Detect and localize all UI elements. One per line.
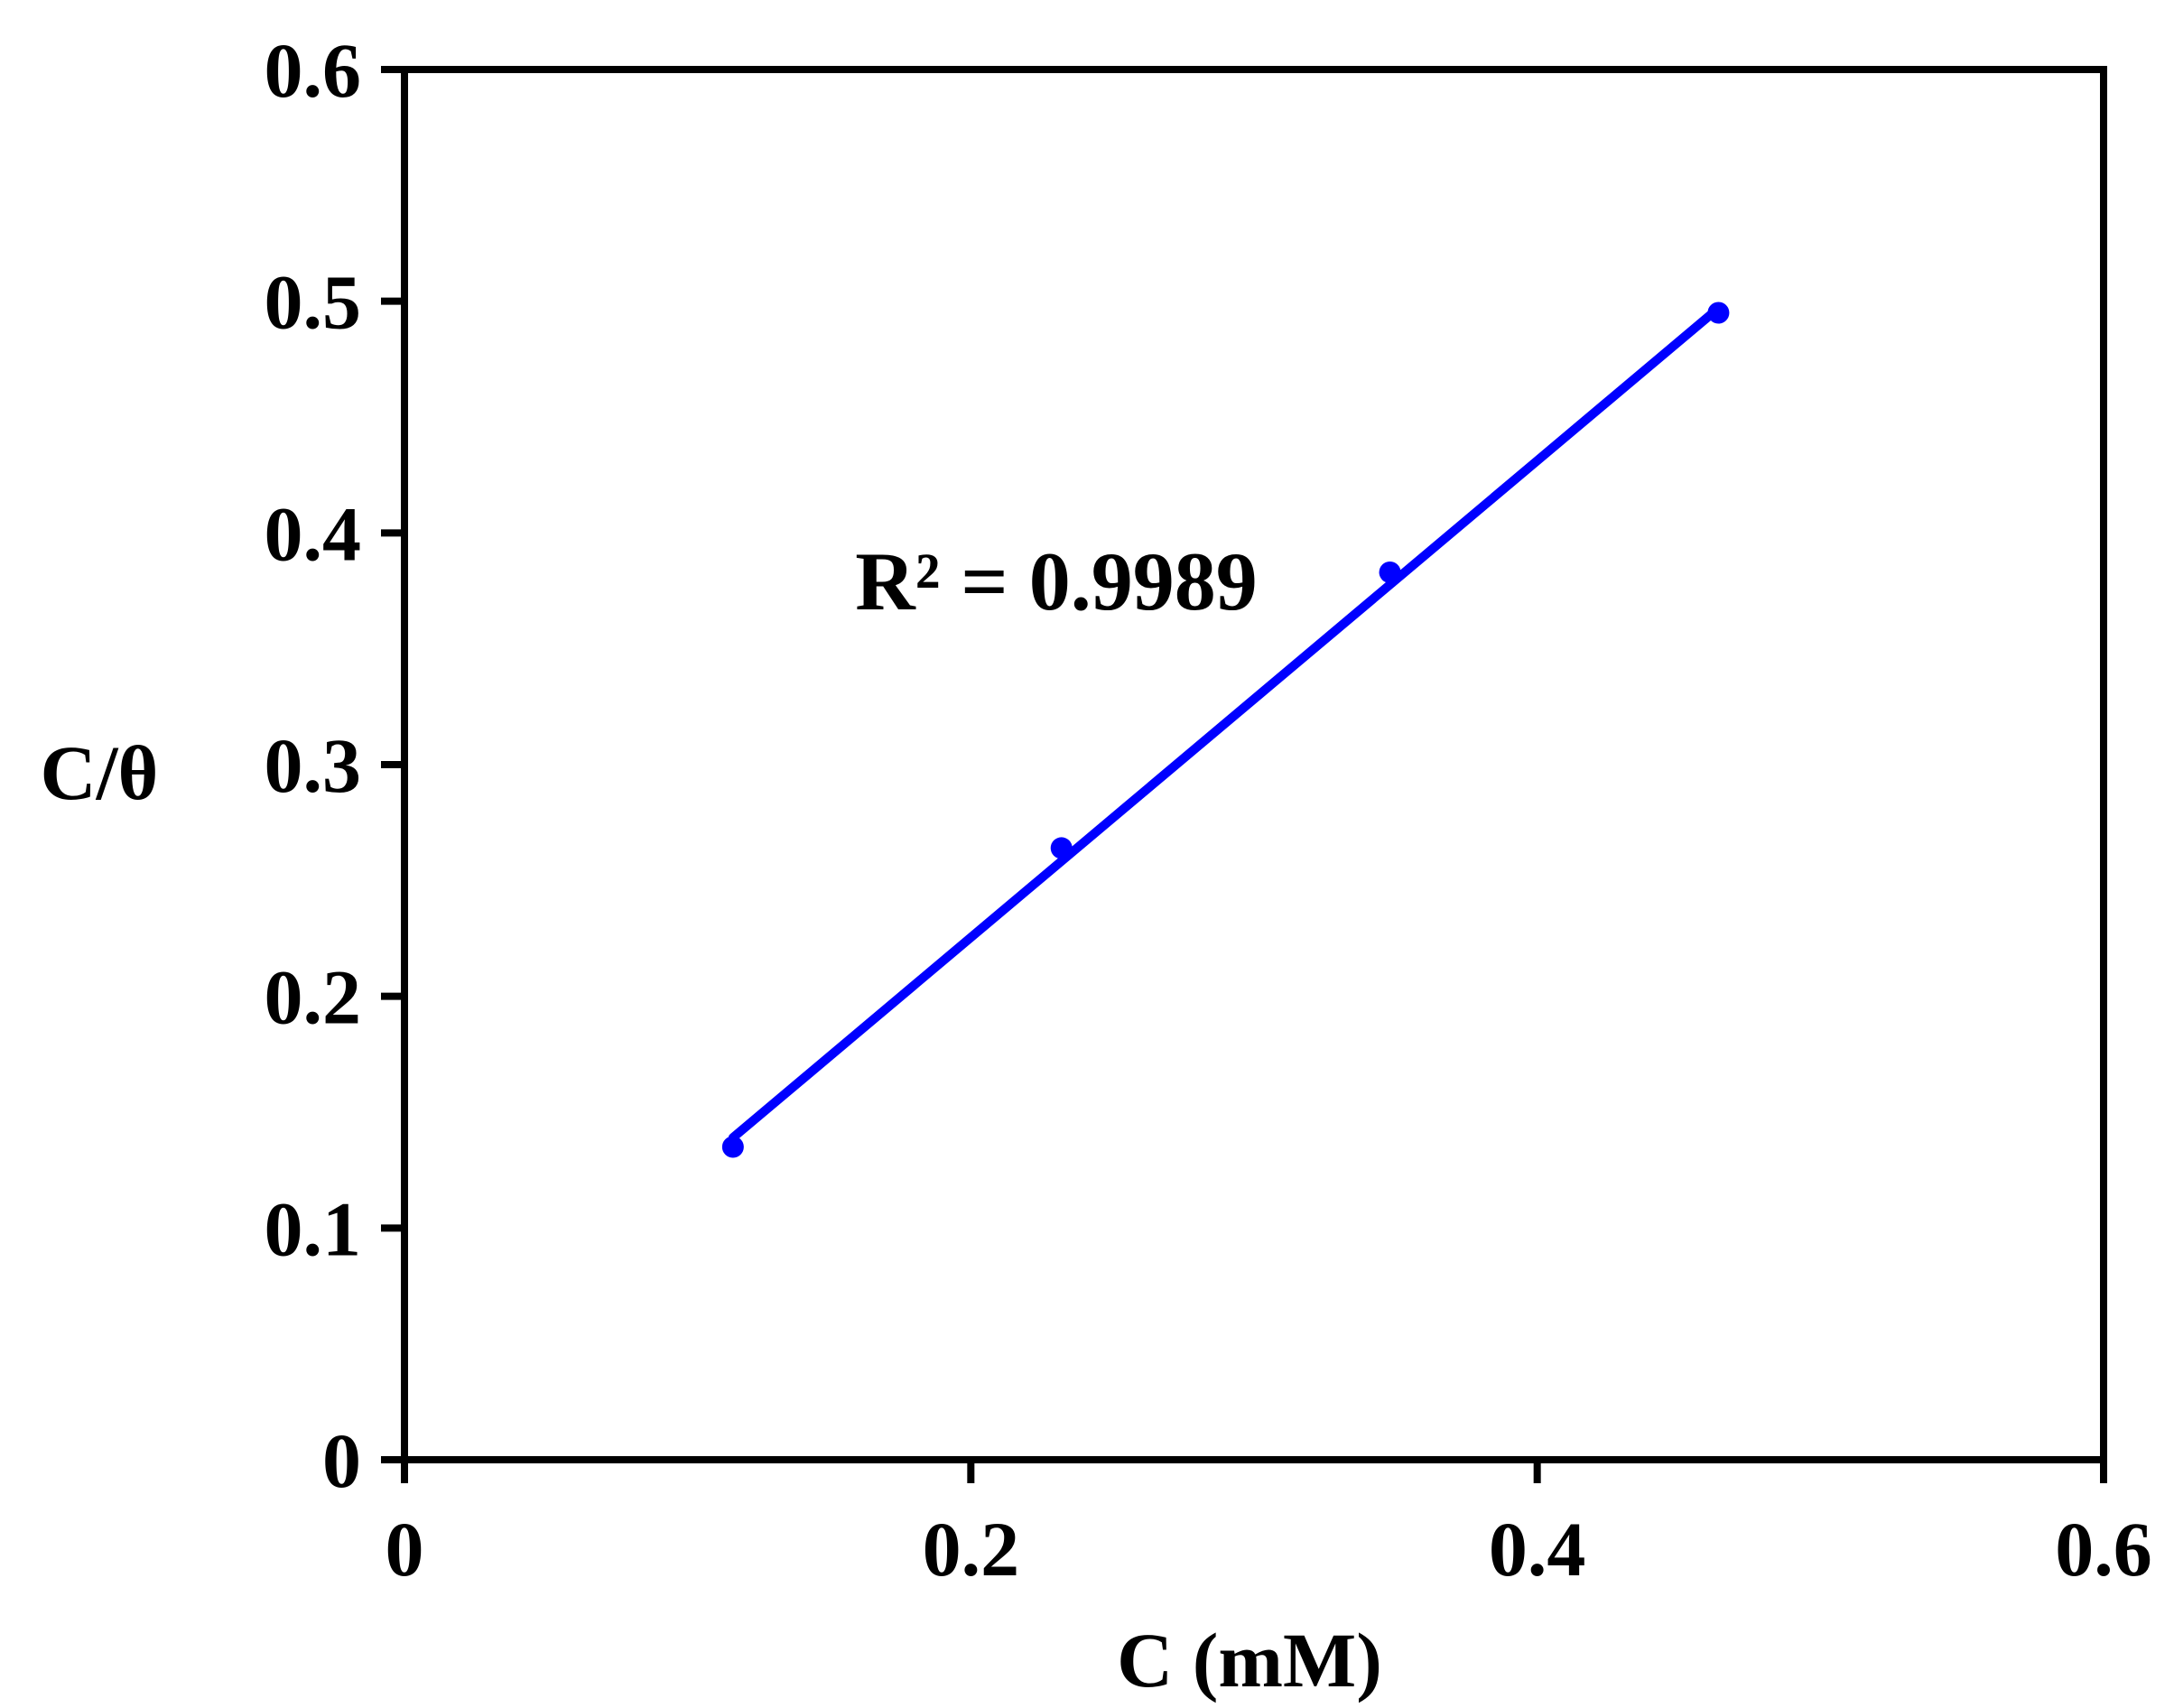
- x-tick-label: 0.2: [923, 1506, 1020, 1592]
- x-tick-label: 0.6: [2055, 1506, 2152, 1592]
- data-point: [1707, 302, 1730, 324]
- y-axis-title: C/θ: [41, 729, 159, 816]
- y-tick-label: 0.4: [265, 490, 362, 577]
- y-axis-ticks: 0 0.1 0.2 0.3 0.4 0.5 0.6: [265, 27, 404, 1504]
- r-squared-annotation: R² = 0.9989: [855, 535, 1257, 627]
- y-tick-label: 0.1: [265, 1185, 362, 1272]
- x-axis-title: C (mM): [1117, 1617, 1382, 1703]
- data-point: [721, 1136, 744, 1158]
- y-tick-label: 0.3: [265, 722, 362, 809]
- data-points-layer: [721, 302, 1730, 1158]
- y-tick-label: 0: [322, 1417, 361, 1504]
- y-tick-label: 0.6: [265, 27, 362, 114]
- data-point: [1379, 561, 1401, 583]
- data-point: [1050, 837, 1073, 859]
- x-axis-ticks: 0 0.2 0.4 0.6: [386, 1460, 2152, 1592]
- y-tick-label: 0.2: [265, 954, 362, 1041]
- trendline-layer: [728, 303, 1723, 1143]
- x-tick-label: 0.4: [1489, 1506, 1586, 1592]
- x-tick-label: 0: [386, 1506, 424, 1592]
- linear-trendline: [728, 303, 1723, 1143]
- y-tick-label: 0.5: [265, 259, 362, 346]
